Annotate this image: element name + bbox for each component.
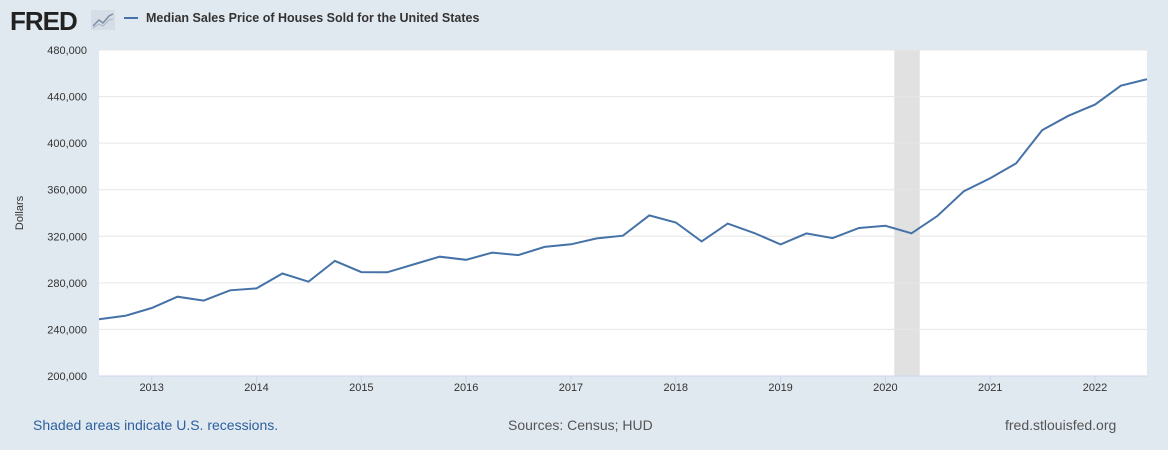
y-tick-label: 480,000 xyxy=(47,45,87,57)
x-tick-label: 2016 xyxy=(454,382,478,394)
y-tick-label: 440,000 xyxy=(47,92,87,104)
x-tick-label: 2020 xyxy=(873,382,897,394)
x-tick-label: 2014 xyxy=(244,382,268,394)
sources-text: Sources: Census; HUD xyxy=(508,417,653,433)
recession-band xyxy=(894,50,920,376)
x-tick-label: 2015 xyxy=(349,382,373,394)
recessions-note-link[interactable]: Shaded areas indicate U.S. recessions. xyxy=(33,417,279,433)
line-chart-icon xyxy=(91,10,115,30)
y-tick-label: 360,000 xyxy=(47,185,87,197)
x-tick-label: 2017 xyxy=(559,382,583,394)
y-axis-label: Dollars xyxy=(14,195,26,230)
fred-logo: FRED xyxy=(10,6,78,36)
y-tick-label: 400,000 xyxy=(47,138,87,150)
site-link[interactable]: fred.stlouisfed.org xyxy=(1005,417,1117,433)
x-tick-label: 2013 xyxy=(139,382,163,394)
plot-area xyxy=(99,50,1147,376)
y-tick-label: 280,000 xyxy=(47,278,87,290)
y-tick-label: 240,000 xyxy=(47,324,87,336)
legend-label: Median Sales Price of Houses Sold for th… xyxy=(146,11,480,25)
x-tick-label: 2018 xyxy=(664,382,688,394)
x-tick-label: 2021 xyxy=(978,382,1002,394)
legend: Median Sales Price of Houses Sold for th… xyxy=(124,11,479,25)
y-tick-label: 320,000 xyxy=(47,231,87,243)
legend-swatch xyxy=(124,17,138,19)
x-tick-label: 2022 xyxy=(1083,382,1107,394)
y-tick-label: 200,000 xyxy=(47,371,87,383)
x-tick-label: 2019 xyxy=(768,382,792,394)
